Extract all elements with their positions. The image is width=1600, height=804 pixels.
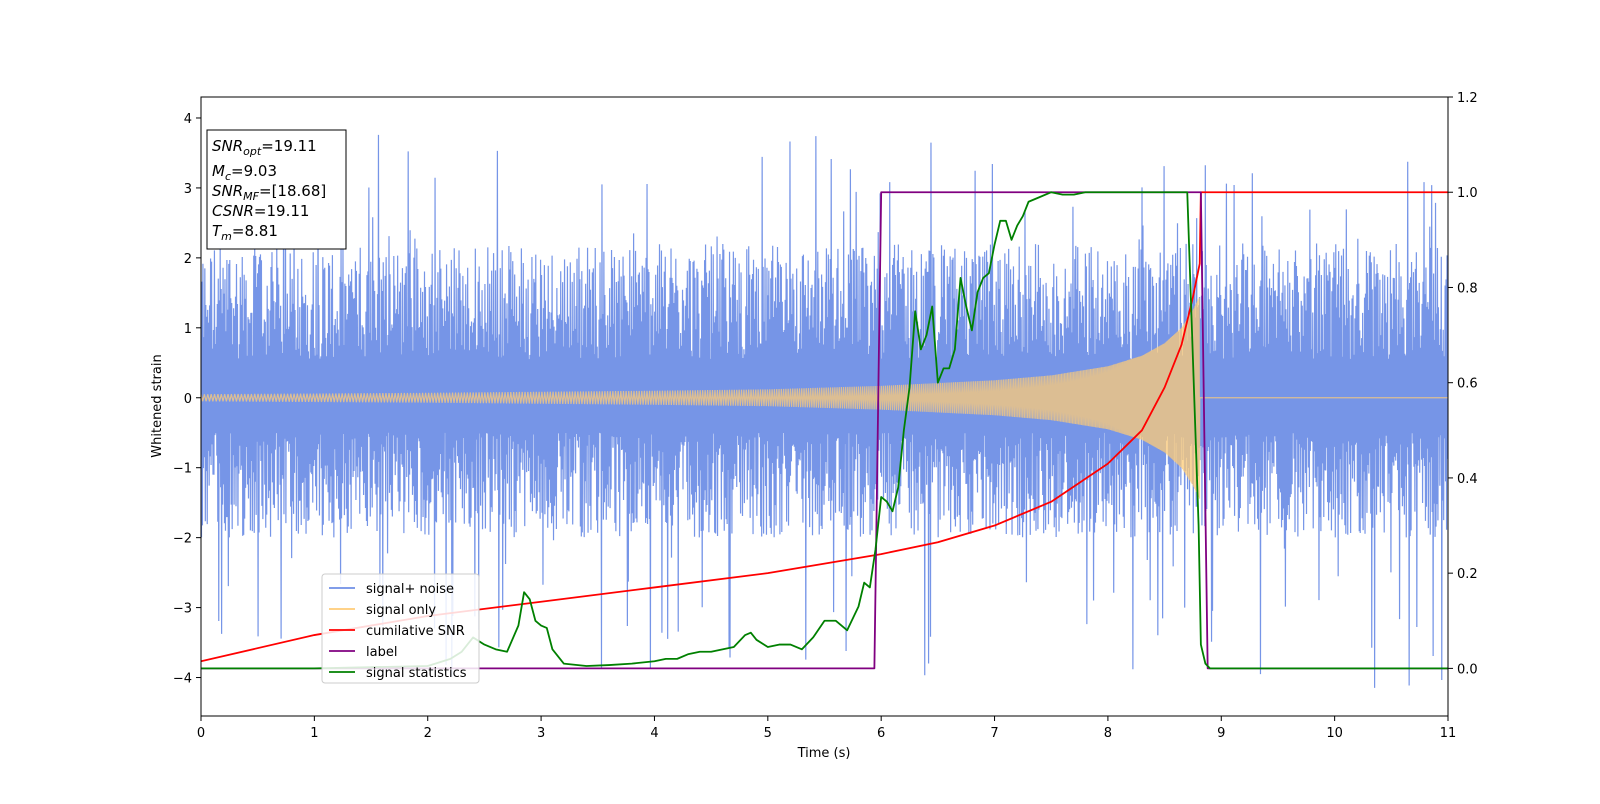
x-tick-label-5: 5 [764, 726, 772, 741]
x-tick-label-9: 9 [1217, 726, 1225, 741]
y-right-tick-label-1: 0.2 [1457, 567, 1478, 582]
signal-only-line [201, 297, 1448, 499]
y-left-tick-label-6: 2 [184, 252, 192, 267]
y-right-tick-label-3: 0.6 [1457, 377, 1478, 392]
x-axis-label: Time (s) [797, 746, 851, 761]
x-tick-label-10: 10 [1326, 726, 1343, 741]
y-right-tick-label-2: 0.4 [1457, 472, 1478, 487]
plot-frame [200, 96, 1449, 717]
y-right-tick-label-5: 1.0 [1457, 186, 1478, 201]
y-left-tick-label-2: −2 [173, 532, 192, 547]
x-tick-label-1: 1 [310, 726, 318, 741]
y-left-tick-label-3: −1 [173, 462, 192, 477]
annotation-line-2: SNRMF=[18.68] [212, 182, 326, 203]
legend-label-label: label [366, 645, 397, 660]
legend-label-signal-noise: signal+ noise [366, 582, 454, 597]
x-tick-label-3: 3 [537, 726, 545, 741]
legend-label-signal-statistics: signal statistics [366, 666, 467, 681]
y-right-tick-label-4: 0.8 [1457, 281, 1478, 296]
y-axis-right: 0.0 0.2 0.4 0.6 0.8 1.0 1.2 [1448, 91, 1478, 677]
series-line-signal-statistics [201, 191, 1448, 670]
stats-annotation-box: SNRopt=19.11 Mc=9.03SNRMF=[18.68]CSNR=19.… [206, 129, 347, 250]
annotation-line-0: SNRopt=19.11 [212, 137, 317, 158]
x-tick-label-8: 8 [1104, 726, 1112, 741]
series-signal-only [201, 297, 1448, 499]
x-tick-label-7: 7 [990, 726, 998, 741]
legend: signal+ noise signal only cumilative SNR la… [321, 573, 480, 684]
y-right-tick-label-0: 0.0 [1457, 662, 1478, 677]
y-right-tick-label-6: 1.2 [1457, 91, 1478, 106]
annotation-line-3: CSNR=19.11 [212, 202, 309, 220]
legend-label-cumilative-snr: cumilative SNR [366, 624, 465, 639]
y-left-tick-label-4: 0 [184, 392, 192, 407]
x-axis: 0 1 2 3 4 5 6 7 8 9 10 11 [197, 716, 1456, 741]
y-left-tick-label-0: −4 [173, 672, 192, 687]
signal-noise-line [201, 134, 1448, 688]
series-lines [201, 191, 1448, 670]
plot-area [201, 134, 1448, 688]
y-left-tick-label-8: 4 [184, 112, 192, 127]
x-tick-label-4: 4 [650, 726, 658, 741]
y-left-tick-label-1: −3 [173, 602, 192, 617]
y-axis-left: −4 −3 −2 −1 0 1 2 3 4 [173, 112, 201, 687]
annotation-line-4: Tm=8.81 [212, 222, 278, 243]
annotation-frame [206, 129, 347, 250]
legend-label-signal-only: signal only [366, 603, 436, 618]
annotation-line-1: Mc=9.03 [212, 162, 277, 183]
x-tick-label-11: 11 [1440, 726, 1457, 741]
x-tick-label-6: 6 [877, 726, 885, 741]
legend-frame [321, 573, 480, 684]
x-tick-label-0: 0 [197, 726, 205, 741]
y-axis-label: Whitened strain [150, 354, 165, 457]
series-signal-noise [201, 134, 1448, 688]
y-left-tick-label-5: 1 [184, 322, 192, 337]
legend-entries: signal+ noise signal only cumilative SNR la… [329, 582, 467, 681]
x-tick-label-2: 2 [424, 726, 432, 741]
annotation-lines: SNRopt=19.11 Mc=9.03SNRMF=[18.68]CSNR=19.… [212, 137, 326, 243]
y-left-tick-label-7: 3 [184, 182, 192, 197]
